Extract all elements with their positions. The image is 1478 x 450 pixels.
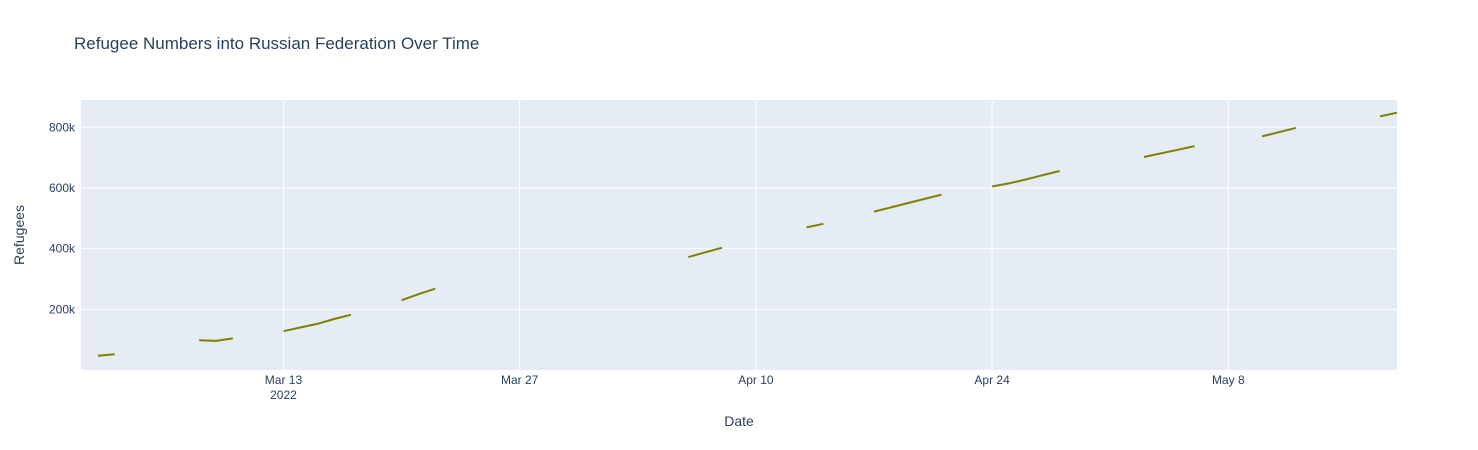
chart-title: Refugee Numbers into Russian Federation … [74, 34, 480, 53]
series-line-segment [688, 246, 723, 259]
x-tick-label: Apr 24 [974, 373, 1010, 387]
y-tick-label: 600k [49, 181, 76, 195]
series-line-segment [199, 337, 233, 342]
y-tick-labels: 200k 400k 600k 800k [49, 120, 76, 316]
y-tick-label: 400k [49, 242, 76, 256]
x-tick-sublabel: 2022 [270, 388, 297, 402]
x-axis-title: Date [724, 413, 754, 429]
y-axis-title: Refugees [11, 205, 27, 265]
series-line-segment [1379, 111, 1398, 118]
gridlines [81, 100, 1397, 370]
plot-area [81, 100, 1397, 370]
x-tick-label: May 8 [1212, 373, 1245, 387]
series-line-segment [401, 287, 436, 302]
series-line-segment [873, 193, 942, 213]
y-tick-label: 200k [49, 302, 76, 316]
series-lines [97, 111, 1398, 357]
y-tick-label: 800k [49, 120, 76, 134]
x-tick-label: Mar 27 [501, 373, 539, 387]
x-tick-label: Mar 13 [265, 373, 303, 387]
series-line-segment [991, 170, 1060, 188]
series-line-segment [1261, 126, 1297, 138]
series-line-segment [97, 353, 115, 357]
series-line-segment [806, 222, 824, 229]
series-line-segment [1143, 145, 1195, 158]
x-tick-label: Apr 10 [738, 373, 774, 387]
series-line-segment [283, 313, 352, 333]
